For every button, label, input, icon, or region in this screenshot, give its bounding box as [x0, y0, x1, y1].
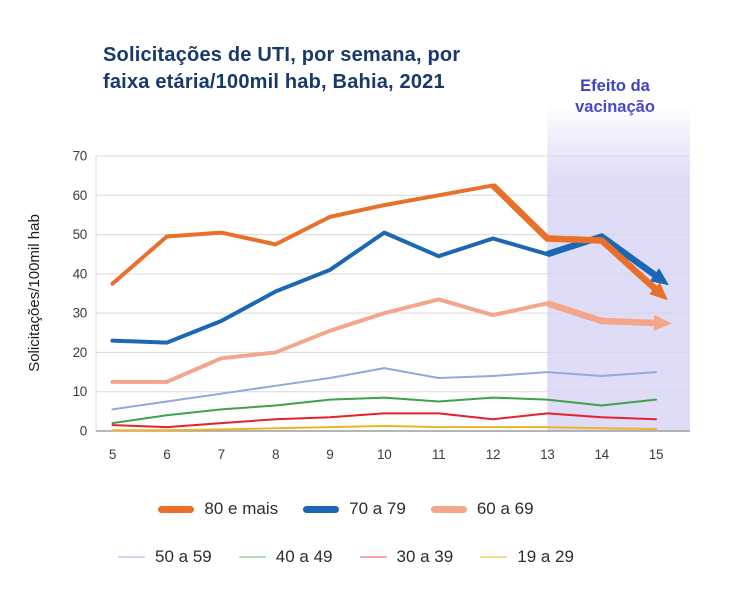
legend-label-50-a-59: 50 a 59 [155, 547, 212, 566]
x-tick-label: 12 [486, 447, 500, 462]
legend-item-50-a-59: 50 a 59 [118, 547, 212, 567]
legend-label-60-a-69: 60 a 69 [476, 499, 534, 518]
legend-label-30-a-39: 30 a 39 [396, 547, 454, 566]
y-tick-label: 10 [73, 384, 87, 399]
legend-swatch-80-e-mais [158, 505, 195, 513]
legend-label-80-e-mais: 80 e mais [204, 499, 279, 518]
legend-row-primary: 80 e mais 70 a 79 60 a 69 [0, 499, 692, 519]
legend-label-19-a-29: 19 a 29 [517, 547, 574, 566]
legend-swatch-30-a-39 [359, 556, 387, 558]
legend-row-secondary: 50 a 59 40 a 49 30 a 39 19 a 29 [0, 547, 692, 567]
series-line-40-a-49 [111, 396, 657, 425]
emphasized-decline-70-a-79 [546, 233, 669, 286]
legend-item-60-a-69: 60 a 69 [430, 499, 534, 519]
legend-label-40-a-49: 40 a 49 [275, 547, 333, 566]
y-tick-label: 60 [73, 188, 87, 203]
legend-item-40-a-49: 40 a 49 [238, 547, 333, 567]
vaccination-effect-region [547, 104, 690, 431]
y-tick-label: 40 [73, 266, 87, 281]
x-tick-label: 8 [272, 447, 279, 462]
legend-swatch-70-a-79 [303, 505, 340, 513]
y-tick-label: 0 [80, 424, 87, 439]
y-tick-label: 30 [73, 306, 87, 321]
x-tick-label: 7 [218, 447, 225, 462]
series-line-50-a-59 [111, 367, 657, 411]
emphasized-decline-60-a-69 [546, 300, 672, 331]
legend-swatch-40-a-49 [238, 556, 266, 558]
chart-title-line1: Solicitações de UTI, por semana, por [103, 44, 461, 66]
emphasized-decline-80-e-mais [490, 183, 668, 301]
legend-item-80-e-mais: 80 e mais [158, 499, 278, 519]
legend-item-19-a-29: 19 a 29 [480, 547, 574, 567]
chart-title: Solicitações de UTI, por semana, por fai… [103, 42, 603, 96]
legend-swatch-19-a-29 [480, 556, 508, 558]
legend-swatch-60-a-69 [430, 505, 467, 513]
chart-title-line2: faixa etária/100mil hab, Bahia, 2021 [103, 71, 445, 93]
x-tick-label: 9 [326, 447, 333, 462]
x-tick-label: 11 [432, 447, 445, 462]
legend-swatch-50-a-59 [118, 556, 146, 558]
x-tick-label: 13 [540, 447, 554, 462]
legend-label-70-a-79: 70 a 79 [349, 499, 406, 518]
annotation-line1: Efeito da [580, 77, 650, 95]
x-tick-label: 15 [649, 447, 663, 462]
series-line-30-a-39 [111, 412, 657, 429]
legend-item-70-a-79: 70 a 79 [303, 499, 406, 519]
y-tick-label: 20 [73, 345, 87, 360]
x-tick-label: 14 [594, 447, 609, 462]
y-tick-label: 70 [73, 148, 87, 163]
x-tick-label: 6 [163, 447, 170, 462]
x-tick-label: 5 [109, 447, 116, 462]
y-tick-label: 50 [73, 227, 87, 242]
x-tick-label: 10 [377, 447, 391, 462]
series-line-19-a-29 [111, 424, 657, 432]
legend-item-30-a-39: 30 a 39 [359, 547, 454, 567]
